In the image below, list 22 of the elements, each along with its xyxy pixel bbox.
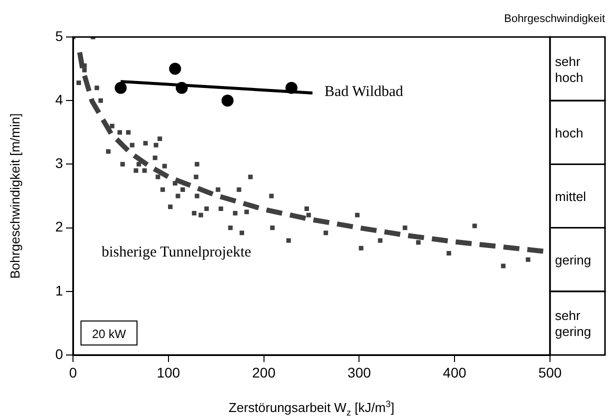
annotation: bisherige Tunnelprojekte [102, 244, 252, 260]
text: mittel [555, 189, 586, 204]
text: gering [555, 252, 592, 268]
y-tick-label: 3 [55, 155, 64, 172]
y-tick-label: 5 [55, 28, 64, 44]
annotation: Bad Wildbad [324, 84, 404, 100]
y-tick-label: 0 [55, 346, 64, 362]
text: hoch [555, 125, 584, 140]
x-tick-label: 300 [348, 364, 372, 380]
y-tick-label: 1 [55, 282, 64, 298]
text: Bohrgeschwindigkeit [504, 13, 605, 25]
text: sehr gering [555, 308, 592, 340]
annotation: 20 kW [92, 327, 127, 341]
y-tick-label: 4 [55, 91, 64, 108]
x-tick-label: 0 [69, 364, 78, 380]
text: sehr hoch [555, 54, 584, 85]
y-tick-label: 2 [55, 218, 64, 235]
x-tick-label: 100 [156, 364, 180, 380]
x-tick-label: 400 [442, 364, 466, 380]
x-tick-label: 200 [252, 364, 276, 380]
y-axis-title: Bohrgeschwindigkeit [m/min] [7, 113, 22, 279]
x-tick-label: 500 [538, 364, 562, 380]
